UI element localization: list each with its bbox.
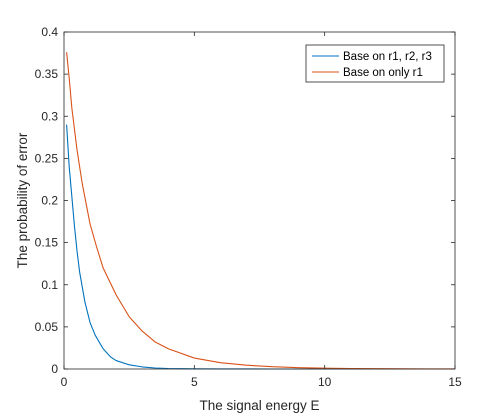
y-tick-label: 0.2 <box>41 194 58 208</box>
legend-box <box>305 44 445 83</box>
legend: Base on r1, r2, r3 Base on only r1 <box>305 44 445 83</box>
legend-label-series-2: Base on only r1 <box>343 67 423 79</box>
x-tick-label: 0 <box>61 375 68 389</box>
y-tick-label: 0.25 <box>35 151 59 165</box>
y-tick-label: 0.05 <box>35 320 59 334</box>
x-axis-label: The signal energy E <box>199 398 319 413</box>
x-tick-label: 10 <box>318 375 332 389</box>
y-axis-label: The probability of error <box>15 132 30 268</box>
y-tick-label: 0.3 <box>41 109 58 123</box>
y-tick-label: 0.4 <box>41 25 58 39</box>
x-axis: 0 5 10 15 <box>61 32 462 389</box>
y-axis: 0 0.05 0.1 0.15 0.2 0.25 0.3 0.35 0.4 <box>35 25 455 376</box>
y-tick-label: 0.35 <box>35 67 59 81</box>
y-tick-label: 0 <box>51 362 58 376</box>
y-tick-label: 0.1 <box>41 278 58 292</box>
x-tick-label: 5 <box>191 375 198 389</box>
y-tick-label: 0.15 <box>35 236 59 250</box>
legend-label-series-1: Base on r1, r2, r3 <box>343 51 432 63</box>
series-line-2 <box>66 52 456 370</box>
x-tick-label: 15 <box>448 375 462 389</box>
plot-area <box>64 32 455 369</box>
